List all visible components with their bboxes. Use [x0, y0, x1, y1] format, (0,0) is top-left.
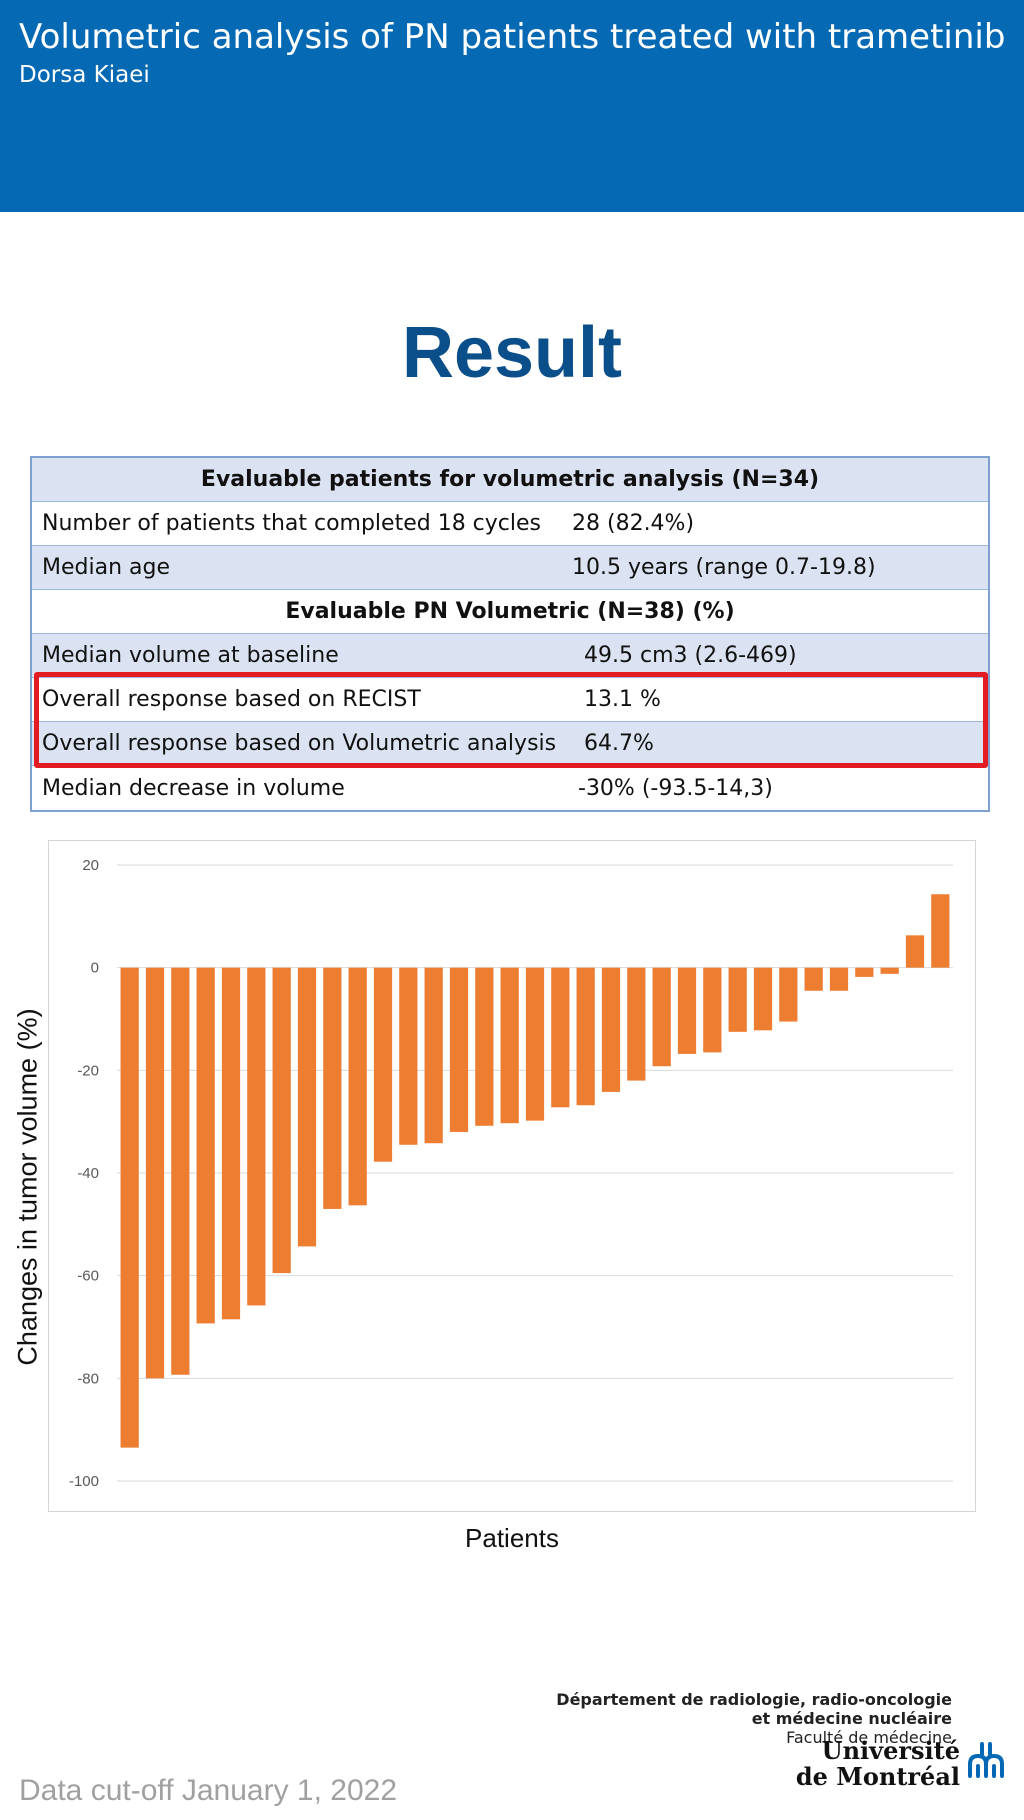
university-name-line-2: de Montréal [795, 1762, 960, 1791]
author-name: Dorsa Kiaei [19, 62, 150, 88]
table-cell-label: Overall response based on Volumetric ana… [42, 731, 557, 756]
bar-patient-27 [779, 967, 798, 1022]
table-row: Number of patients that completed 18 cyc… [32, 502, 988, 546]
section-title: Result [401, 313, 623, 393]
bar-patient-29 [829, 967, 849, 991]
bar-patient-9 [323, 967, 342, 1209]
bar-patient-12 [399, 967, 418, 1145]
bar-patient-26 [753, 967, 773, 1031]
y-axis-label: Changes in tumor volume (%) [12, 1008, 43, 1366]
bar-patient-20 [601, 967, 621, 1092]
bar-patient-21 [627, 967, 646, 1081]
department-line-2: et médecine nucléaire [751, 1709, 952, 1728]
table-cell-label: Median age [42, 555, 170, 580]
y-tick-label: -40 [77, 1165, 99, 1182]
university-logo: Université de Montréal [796, 1738, 1006, 1790]
table-row: Overall response based on RECIST 13.1 % [32, 678, 988, 722]
table-row: Overall response based on Volumetric ana… [32, 722, 988, 766]
highlight-box [34, 672, 988, 768]
bar-patient-18 [551, 967, 570, 1108]
bar-patient-2 [145, 967, 165, 1379]
bar-patient-5 [221, 967, 241, 1320]
bar-patient-16 [500, 967, 519, 1124]
x-axis-label: Patients [465, 1523, 559, 1553]
header-banner: Volumetric analysis of PN patients treat… [0, 0, 1024, 212]
table-section-header: Evaluable PN Volumetric (N=38) (%) [32, 590, 988, 634]
y-tick-label: -100 [69, 1473, 99, 1490]
waterfall-chart: 20 0 -20 -40 -60 -80 -100 [48, 840, 976, 1512]
table-section-title: Evaluable patients for volumetric analys… [200, 467, 820, 492]
chart-svg: 20 0 -20 -40 -60 -80 -100 [69, 857, 953, 1490]
table-cell-value: 13.1 % [584, 687, 661, 712]
table-cell-value: 64.7% [584, 731, 654, 756]
department-line-1: Département de radiologie, radio-oncolog… [556, 1690, 952, 1709]
y-tick-label: 20 [82, 857, 99, 874]
bar-patient-33 [931, 894, 950, 968]
table-section-header: Evaluable patients for volumetric analys… [32, 458, 988, 502]
data-cutoff-note: Data cut-off January 1, 2022 [19, 1774, 398, 1807]
bar-patient-3 [171, 967, 190, 1375]
y-tick-label: -60 [77, 1268, 99, 1285]
bar-patient-28 [804, 967, 823, 991]
bar-patient-23 [677, 967, 697, 1054]
emblem-stroke [984, 1753, 1004, 1778]
bar-patient-1 [120, 967, 139, 1448]
summary-table: Evaluable patients for volumetric analys… [30, 456, 990, 812]
table-cell-value: -30% (-93.5-14,3) [578, 775, 773, 801]
bar-patient-8 [297, 967, 317, 1247]
bar-patient-32 [905, 935, 925, 968]
department-info: Département de radiologie, radio-oncolog… [556, 1690, 952, 1747]
bar-patient-22 [652, 967, 671, 1067]
table-cell-value: 28 (82.4%) [572, 511, 695, 536]
presentation-title: Volumetric analysis of PN patients treat… [19, 17, 1006, 57]
bar-patient-17 [525, 967, 545, 1121]
table-cell-value: 10.5 years (range 0.7-19.8) [572, 555, 876, 580]
table-cell-label: Median decrease in volume [42, 775, 345, 801]
bar-patient-4 [196, 967, 215, 1324]
bar-patient-24 [703, 967, 722, 1053]
table-cell-label: Median volume at baseline [42, 643, 339, 668]
bar-patient-15 [475, 967, 494, 1126]
bar-patient-25 [728, 967, 747, 1032]
bar-patient-13 [424, 967, 443, 1144]
bar-patient-14 [449, 967, 469, 1132]
university-name-line-1: Université [821, 1736, 960, 1765]
bar-patient-30 [855, 967, 874, 977]
table-cell-value: 49.5 cm3 (2.6-469) [584, 643, 797, 668]
table-row: Median decrease in volume -30% (-93.5-14,… [32, 766, 988, 810]
bar-patient-19 [576, 967, 595, 1106]
udem-emblem-icon [968, 1742, 1004, 1778]
table-cell-label: Overall response based on RECIST [42, 687, 421, 712]
bar-patient-11 [373, 967, 393, 1162]
table-cell-label: Number of patients that completed 18 cyc… [42, 511, 542, 536]
faculty-name: Faculté de médecine [786, 1728, 952, 1747]
y-tick-label: -80 [77, 1370, 99, 1387]
bar-patient-10 [348, 967, 367, 1206]
bar-patient-6 [247, 967, 266, 1306]
table-row: Median volume at baseline 49.5 cm3 (2.6-4… [32, 634, 988, 678]
bar-patient-31 [880, 967, 899, 974]
bar-patient-7 [272, 967, 291, 1274]
table-row: Median age 10.5 years (range 0.7-19.8) [32, 546, 988, 590]
table-section-title: Evaluable PN Volumetric (N=38) (%) [285, 599, 735, 624]
y-tick-label: -20 [77, 1062, 99, 1079]
y-tick-label: 0 [91, 960, 99, 977]
